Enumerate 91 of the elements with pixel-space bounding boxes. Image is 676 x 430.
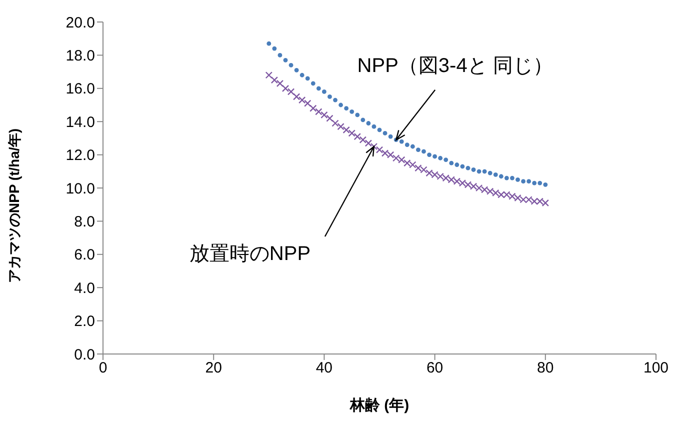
point: [360, 118, 366, 122]
point: [272, 46, 277, 51]
point: [399, 139, 404, 144]
point: [316, 86, 321, 91]
point: [332, 120, 339, 127]
point: [282, 84, 290, 92]
point: [298, 96, 306, 104]
y-tick-label: 18.0: [66, 48, 95, 65]
point: [337, 122, 344, 130]
x-tick-label: 20: [205, 360, 222, 377]
point: [466, 166, 470, 170]
point: [333, 98, 338, 102]
y-tick-label: 6.0: [74, 246, 95, 264]
y-tick-label: 20.0: [66, 14, 95, 32]
point: [292, 93, 300, 100]
point: [266, 41, 272, 46]
x-tick-label: 0: [98, 360, 108, 377]
point: [388, 134, 393, 139]
point: [444, 158, 448, 162]
annotation: 放置時のNPP: [189, 242, 311, 265]
point: [543, 182, 548, 187]
point: [310, 104, 317, 112]
point: [526, 179, 532, 184]
point: [276, 80, 284, 88]
y-tick-label: 0.0: [74, 346, 95, 364]
point: [504, 176, 509, 180]
point: [287, 88, 295, 96]
point: [516, 178, 520, 182]
point: [498, 174, 504, 179]
point: [382, 131, 388, 136]
point: [410, 144, 415, 149]
point: [310, 81, 316, 86]
x-tick-label: 100: [643, 360, 669, 377]
point: [328, 94, 332, 99]
point: [338, 102, 343, 108]
y-tick-label: 14.0: [66, 114, 95, 131]
point: [294, 68, 299, 72]
point: [326, 114, 334, 122]
point: [510, 176, 514, 180]
point: [278, 53, 282, 58]
point: [364, 140, 372, 147]
point: [305, 76, 310, 81]
point: [265, 72, 272, 79]
point: [370, 142, 378, 150]
point: [304, 100, 312, 107]
y-tick-label: 16.0: [66, 80, 95, 98]
point: [283, 58, 288, 62]
point: [493, 172, 498, 177]
point: [432, 154, 437, 159]
point: [342, 126, 350, 134]
y-tick-label: 8.0: [74, 214, 95, 231]
point: [322, 90, 326, 94]
point: [344, 106, 349, 111]
point: [354, 132, 361, 140]
point: [288, 62, 294, 68]
point: [350, 109, 354, 114]
point: [449, 160, 454, 166]
y-tick-label: 10.0: [66, 180, 95, 198]
point: [300, 72, 304, 78]
x-tick-label: 40: [316, 360, 333, 377]
point: [348, 130, 356, 137]
point: [454, 162, 460, 167]
point: [521, 179, 526, 184]
y-tick-label: 2.0: [74, 313, 95, 330]
point: [315, 108, 322, 116]
y-tick-label: 12.0: [66, 147, 95, 164]
point: [320, 111, 328, 119]
point: [359, 136, 367, 144]
point: [270, 76, 278, 84]
point: [366, 121, 371, 126]
point: [488, 170, 492, 176]
point: [416, 148, 420, 152]
point: [377, 128, 382, 132]
point: [355, 112, 360, 118]
point: [532, 180, 537, 186]
x-tick-label: 80: [537, 360, 554, 377]
y-tick-label: 4.0: [74, 280, 95, 297]
point: [476, 169, 482, 174]
x-axis-title: 林齢 (年): [348, 397, 410, 414]
point: [376, 146, 384, 154]
point: [427, 152, 432, 157]
x-tick-label: 60: [426, 360, 444, 377]
point: [422, 149, 426, 154]
point: [460, 164, 465, 169]
annotation: NPP（図3-4と 同じ）: [357, 55, 553, 78]
point: [438, 156, 443, 160]
point: [404, 142, 410, 148]
point: [538, 180, 542, 186]
point: [471, 168, 476, 172]
point: [482, 169, 487, 174]
point: [372, 124, 376, 129]
